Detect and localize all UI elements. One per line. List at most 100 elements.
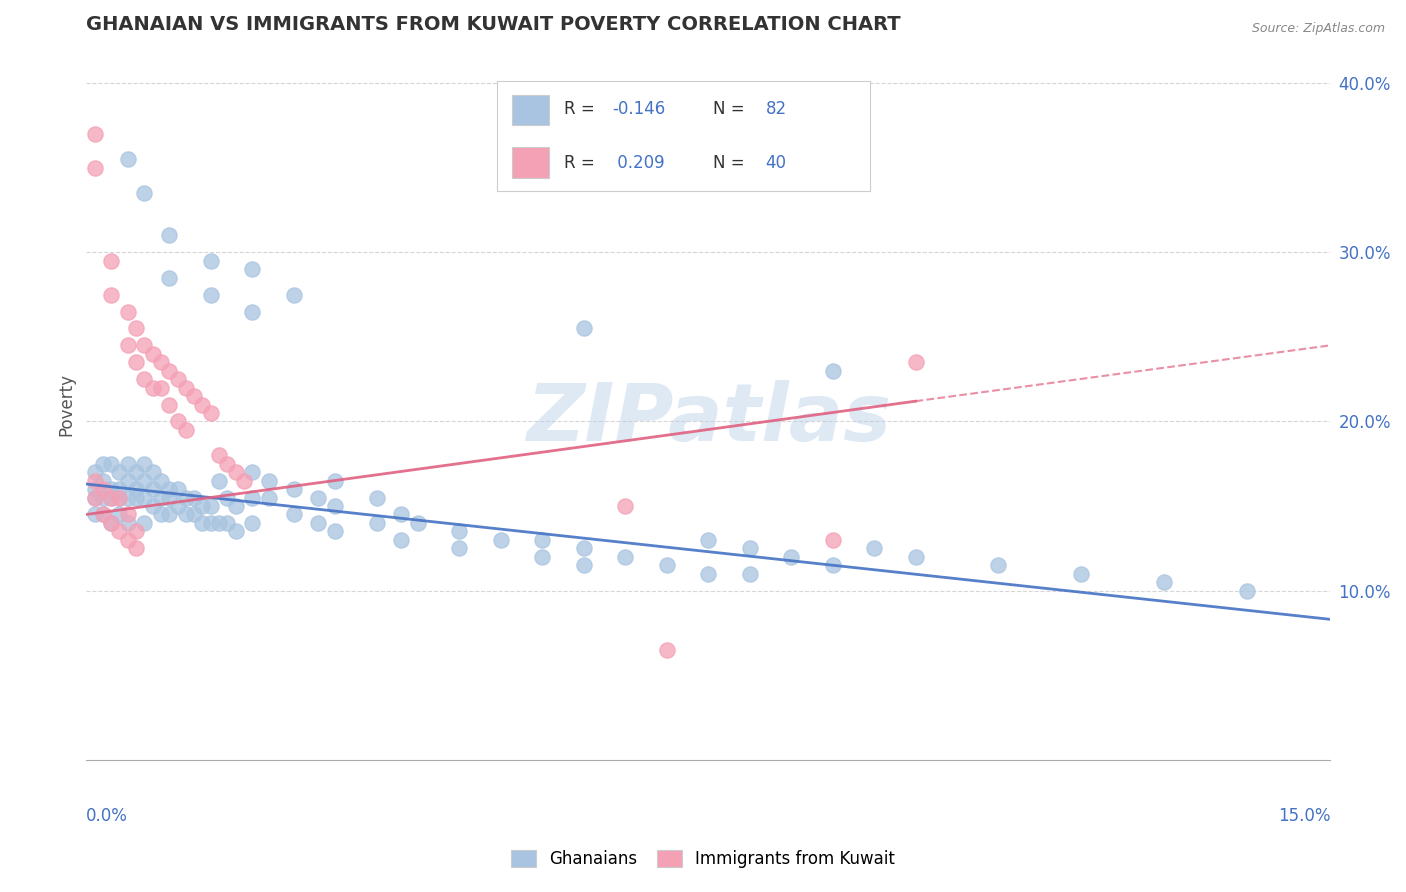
Point	[257, 491, 280, 505]
Point	[100, 482, 122, 496]
Point	[100, 491, 122, 505]
Point	[166, 482, 188, 496]
Point	[108, 482, 131, 496]
Point	[323, 499, 346, 513]
Point	[200, 287, 222, 301]
Point	[257, 474, 280, 488]
Point	[166, 415, 188, 429]
Point	[91, 457, 114, 471]
Point	[200, 516, 222, 530]
Point	[83, 491, 105, 505]
Point	[240, 516, 263, 530]
Point	[183, 508, 205, 522]
Y-axis label: Poverty: Poverty	[58, 373, 75, 436]
Point	[100, 516, 122, 530]
Text: 0.0%: 0.0%	[86, 807, 128, 825]
Point	[308, 516, 330, 530]
Point	[125, 524, 148, 539]
Text: 15.0%: 15.0%	[1278, 807, 1330, 825]
Point	[149, 474, 172, 488]
Point	[200, 406, 222, 420]
Point	[134, 474, 156, 488]
Point	[821, 558, 844, 573]
Point	[904, 355, 927, 369]
Point	[142, 347, 165, 361]
Point	[134, 516, 156, 530]
Point	[232, 474, 254, 488]
Point	[366, 491, 388, 505]
Point	[697, 566, 720, 581]
Point	[174, 423, 197, 437]
Point	[108, 524, 131, 539]
Point	[1153, 575, 1175, 590]
Point	[157, 508, 180, 522]
Point	[117, 516, 139, 530]
Point	[174, 491, 197, 505]
Point	[134, 372, 156, 386]
Point	[117, 304, 139, 318]
Point	[91, 508, 114, 522]
Point	[149, 381, 172, 395]
Point	[225, 524, 247, 539]
Point	[738, 541, 761, 556]
Point	[125, 491, 148, 505]
Point	[614, 499, 637, 513]
Point	[157, 364, 180, 378]
Point	[572, 541, 595, 556]
Point	[83, 482, 105, 496]
Point	[108, 491, 131, 505]
Point	[108, 508, 131, 522]
Point	[117, 508, 139, 522]
Text: ZIPatlas: ZIPatlas	[526, 380, 891, 458]
Point	[283, 482, 305, 496]
Point	[389, 533, 412, 547]
Point	[780, 549, 803, 564]
Point	[91, 491, 114, 505]
Point	[91, 474, 114, 488]
Point	[208, 448, 231, 462]
Point	[572, 321, 595, 335]
Point	[489, 533, 512, 547]
Point	[240, 262, 263, 277]
Point	[117, 491, 139, 505]
Point	[308, 491, 330, 505]
Point	[863, 541, 886, 556]
Point	[449, 541, 471, 556]
Point	[142, 465, 165, 479]
Point	[157, 482, 180, 496]
Point	[100, 516, 122, 530]
Point	[125, 541, 148, 556]
Point	[108, 491, 131, 505]
Point	[323, 524, 346, 539]
Point	[100, 491, 122, 505]
Point	[240, 465, 263, 479]
Point	[183, 389, 205, 403]
Point	[91, 482, 114, 496]
Text: GHANAIAN VS IMMIGRANTS FROM KUWAIT POVERTY CORRELATION CHART: GHANAIAN VS IMMIGRANTS FROM KUWAIT POVER…	[86, 15, 901, 34]
Point	[240, 491, 263, 505]
Point	[157, 398, 180, 412]
Point	[83, 474, 105, 488]
Point	[100, 457, 122, 471]
Point	[389, 508, 412, 522]
Point	[117, 153, 139, 167]
Point	[125, 355, 148, 369]
Point	[166, 372, 188, 386]
Point	[125, 482, 148, 496]
Point	[697, 533, 720, 547]
Point	[283, 508, 305, 522]
Point	[987, 558, 1010, 573]
Point	[191, 499, 214, 513]
Point	[100, 287, 122, 301]
Point	[191, 398, 214, 412]
Point	[83, 127, 105, 141]
Legend: Ghanaians, Immigrants from Kuwait: Ghanaians, Immigrants from Kuwait	[503, 843, 903, 875]
Point	[83, 508, 105, 522]
Point	[125, 465, 148, 479]
Text: Source: ZipAtlas.com: Source: ZipAtlas.com	[1251, 22, 1385, 36]
Point	[655, 558, 678, 573]
Point	[217, 457, 239, 471]
Point	[738, 566, 761, 581]
Point	[166, 499, 188, 513]
Point	[208, 474, 231, 488]
